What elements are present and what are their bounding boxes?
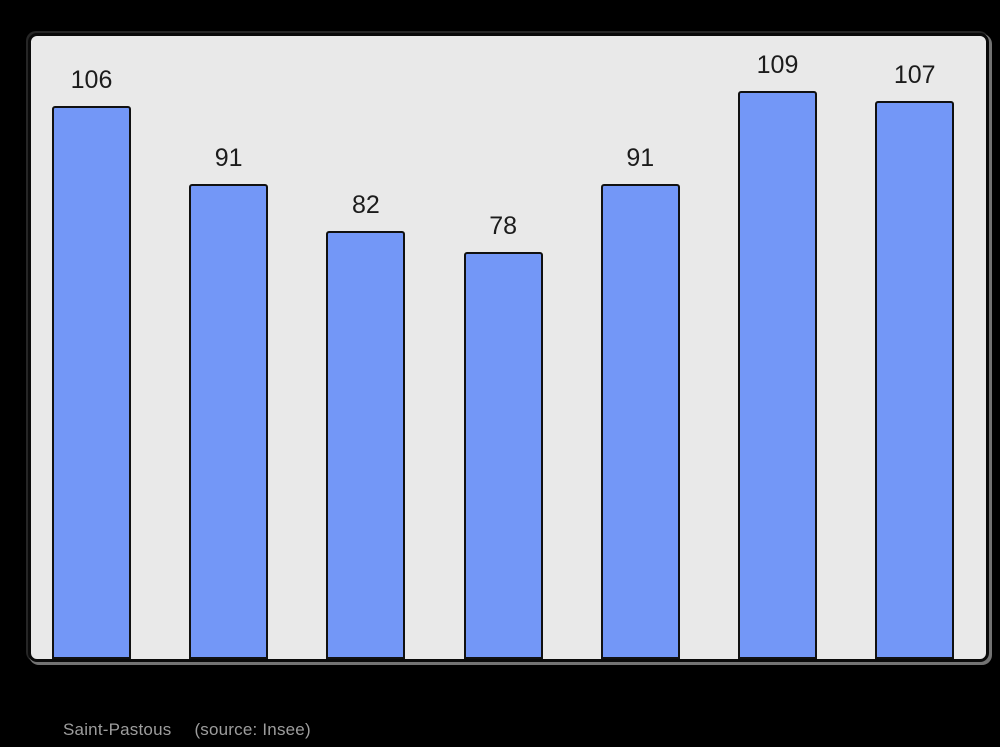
bar-value-label: 78 xyxy=(489,212,517,240)
bar xyxy=(875,101,955,659)
bar-group: 109 xyxy=(738,53,817,659)
plot-area: 106 91 82 78 91 109 107 xyxy=(31,36,986,659)
bar xyxy=(189,184,269,659)
bar-value-label: 106 xyxy=(70,66,113,94)
bar xyxy=(326,231,406,659)
population-bar-chart: 106 91 82 78 91 109 107 xyxy=(28,33,989,662)
bar-value-label: 107 xyxy=(893,61,936,89)
bar-value-label: 91 xyxy=(214,144,243,172)
bar xyxy=(738,91,817,659)
chart-source: (source: Insee) xyxy=(194,720,311,739)
caption: Saint-Pastous (source: Insee) xyxy=(63,719,311,741)
bar-group: 82 xyxy=(326,193,406,659)
bar-group: 91 xyxy=(189,146,269,659)
bar xyxy=(52,106,131,659)
bar-group: 107 xyxy=(875,63,955,659)
bar-group: 78 xyxy=(463,214,543,659)
bar-value-label: 82 xyxy=(351,191,380,219)
bar-group: 106 xyxy=(52,68,131,659)
bar xyxy=(463,252,543,659)
bar-group: 91 xyxy=(600,146,680,659)
bar-value-label: 91 xyxy=(626,144,655,172)
chart-title: Saint-Pastous xyxy=(63,720,172,739)
bar xyxy=(600,184,680,659)
bar-value-label: 109 xyxy=(756,51,799,79)
